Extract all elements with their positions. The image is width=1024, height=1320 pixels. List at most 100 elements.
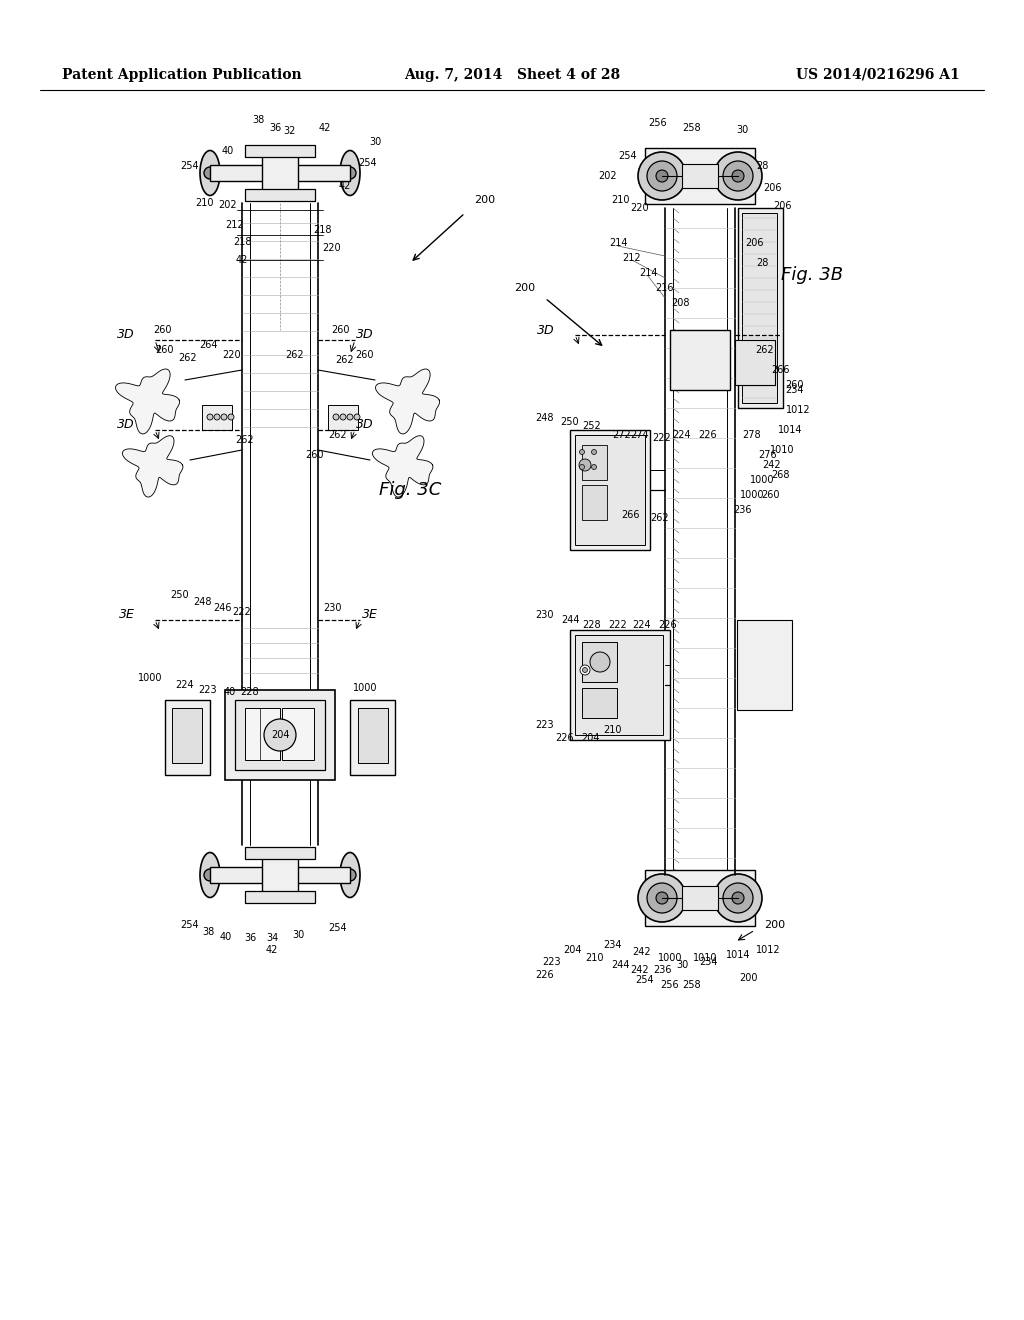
Text: 1010: 1010 <box>693 953 717 964</box>
Text: 210: 210 <box>603 725 622 735</box>
Circle shape <box>647 161 677 191</box>
Text: 230: 230 <box>536 610 554 620</box>
Text: 30: 30 <box>676 960 688 970</box>
Bar <box>210 867 350 883</box>
Polygon shape <box>116 370 179 434</box>
Text: 1010: 1010 <box>770 445 795 455</box>
Text: 1000: 1000 <box>657 953 682 964</box>
Text: 28: 28 <box>756 161 768 172</box>
Text: 1014: 1014 <box>726 950 751 960</box>
Text: 200: 200 <box>765 920 785 931</box>
Text: 228: 228 <box>583 620 601 630</box>
Text: 212: 212 <box>623 253 641 263</box>
Polygon shape <box>123 436 183 498</box>
Bar <box>582 445 607 480</box>
Text: 202: 202 <box>219 201 238 210</box>
Text: 236: 236 <box>652 965 672 975</box>
Text: 260: 260 <box>761 490 779 500</box>
Circle shape <box>638 152 686 201</box>
Text: 242: 242 <box>633 946 651 957</box>
Text: 3E: 3E <box>119 609 135 622</box>
Text: 204: 204 <box>581 733 599 743</box>
Text: 38: 38 <box>202 927 214 937</box>
Circle shape <box>264 719 296 751</box>
Text: 244: 244 <box>610 960 630 970</box>
Bar <box>575 436 645 545</box>
Circle shape <box>204 869 216 880</box>
Circle shape <box>714 152 762 201</box>
Circle shape <box>204 168 216 180</box>
Text: 260: 260 <box>306 450 325 459</box>
Text: 262: 262 <box>178 352 198 363</box>
Text: 1000: 1000 <box>138 673 162 682</box>
Bar <box>682 886 718 909</box>
Text: 262: 262 <box>336 355 354 366</box>
Text: US 2014/0216296 A1: US 2014/0216296 A1 <box>797 69 961 82</box>
Circle shape <box>592 465 597 470</box>
Text: 258: 258 <box>683 979 701 990</box>
Text: 3D: 3D <box>118 418 135 432</box>
Text: Fig. 3C: Fig. 3C <box>379 480 441 499</box>
Circle shape <box>214 414 220 420</box>
Text: 218: 218 <box>232 238 251 247</box>
Circle shape <box>221 414 227 420</box>
Text: 222: 222 <box>232 607 251 616</box>
Circle shape <box>580 665 590 675</box>
Text: 242: 242 <box>763 459 781 470</box>
Bar <box>742 213 777 403</box>
Circle shape <box>723 883 753 913</box>
Bar <box>245 847 315 859</box>
Text: 42: 42 <box>266 945 279 954</box>
Text: 278: 278 <box>742 430 761 440</box>
Text: 246: 246 <box>213 603 231 612</box>
Text: 218: 218 <box>312 224 331 235</box>
Text: 236: 236 <box>733 506 752 515</box>
Text: 260: 260 <box>153 325 171 335</box>
Polygon shape <box>376 370 439 434</box>
Text: 262: 262 <box>286 350 304 360</box>
Text: 260: 260 <box>331 325 349 335</box>
Bar <box>645 870 755 927</box>
Bar <box>245 891 315 903</box>
Text: 224: 224 <box>673 430 691 440</box>
Bar <box>262 853 298 898</box>
Text: 3D: 3D <box>356 329 374 342</box>
Circle shape <box>638 874 686 921</box>
Text: 220: 220 <box>631 203 649 213</box>
Text: 30: 30 <box>736 125 749 135</box>
Text: 222: 222 <box>652 433 672 444</box>
Bar <box>245 708 280 760</box>
Text: 244: 244 <box>561 615 580 624</box>
Bar <box>245 145 315 157</box>
Text: 214: 214 <box>639 268 657 279</box>
Text: 206: 206 <box>773 201 792 211</box>
Bar <box>210 165 350 181</box>
Text: 40: 40 <box>222 147 234 156</box>
Text: 274: 274 <box>631 430 649 440</box>
Text: 220: 220 <box>323 243 341 253</box>
Text: 254: 254 <box>618 150 637 161</box>
Text: 204: 204 <box>563 945 582 954</box>
Bar <box>350 700 395 775</box>
Text: 3E: 3E <box>362 609 378 622</box>
Text: 200: 200 <box>474 195 496 205</box>
Text: 228: 228 <box>241 686 259 697</box>
Text: 40: 40 <box>224 686 237 697</box>
Circle shape <box>732 892 744 904</box>
Text: 30: 30 <box>292 931 304 940</box>
Text: 254: 254 <box>636 975 654 985</box>
Text: 200: 200 <box>514 282 536 293</box>
Bar <box>202 405 232 430</box>
Bar <box>234 700 325 770</box>
Bar <box>165 700 210 775</box>
Text: 1000: 1000 <box>739 490 764 500</box>
Bar <box>670 330 730 389</box>
Text: 42: 42 <box>339 181 351 191</box>
Ellipse shape <box>200 853 220 898</box>
Ellipse shape <box>340 853 360 898</box>
Bar <box>282 708 314 760</box>
Text: 32: 32 <box>284 125 296 136</box>
Circle shape <box>340 414 346 420</box>
Text: 214: 214 <box>608 238 628 248</box>
Text: 210: 210 <box>196 198 214 209</box>
